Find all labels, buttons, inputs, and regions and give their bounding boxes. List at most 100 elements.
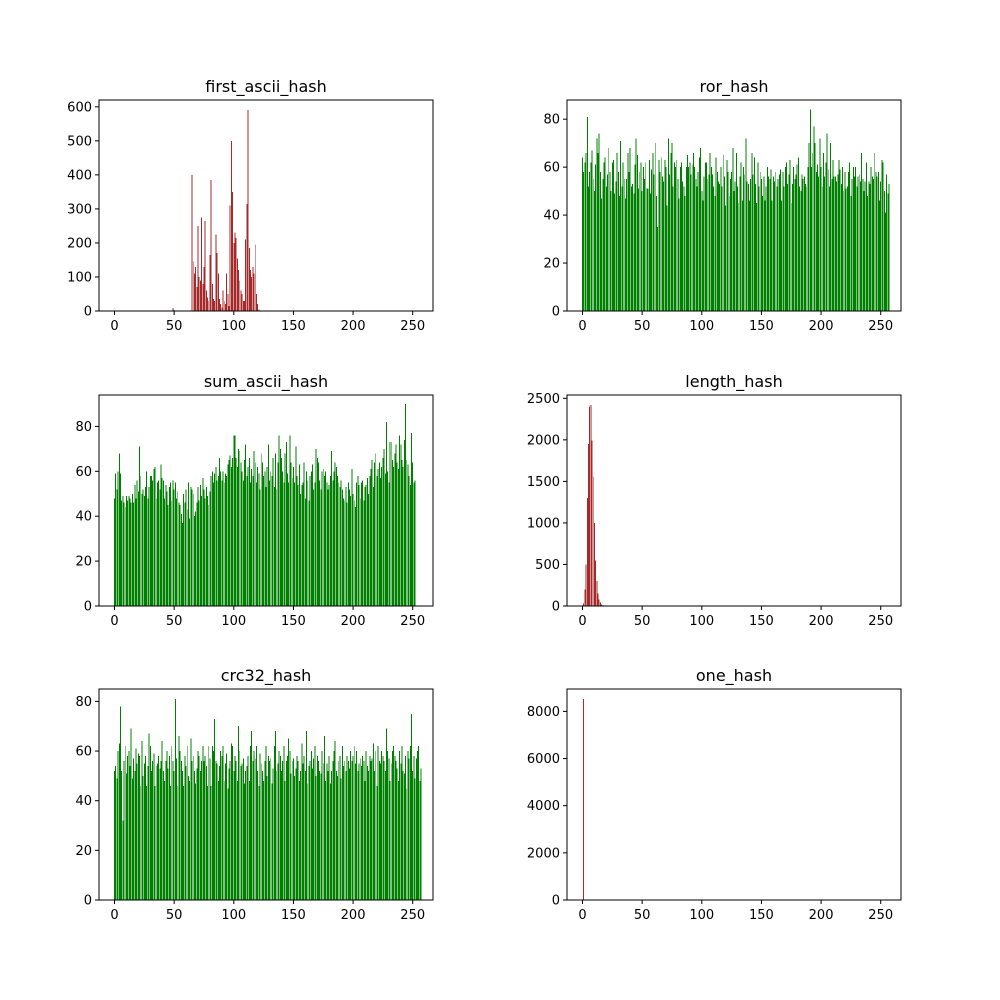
x-tick-label: 50 [166,319,183,334]
bar [754,183,756,311]
bar [585,564,587,606]
bar [235,457,237,606]
bar [260,763,262,900]
bar [377,746,379,900]
bar [595,164,597,311]
bar [258,473,260,606]
bar [870,167,872,311]
bar [178,502,180,606]
bar [236,780,238,900]
bar [214,300,216,311]
bar [859,181,861,311]
x-tick-label: 200 [809,908,834,923]
bar [127,500,129,606]
bar [839,169,841,311]
bar [129,498,131,606]
bar [386,421,387,606]
bar [334,462,336,606]
bar [310,751,312,900]
bar [192,261,194,311]
bar [204,220,206,311]
bar [224,473,226,606]
x-tick-label: 100 [221,614,246,629]
bar [259,753,261,900]
bar [277,462,279,606]
bar [291,760,293,900]
bar [714,195,716,311]
subplot-first_ascii_hash: 0 50 100 150 200 250 0 100 200 300 400 500 600 first_… [67,77,434,334]
bar [339,487,341,606]
bar [177,491,179,606]
bar [223,300,225,311]
bar [128,751,130,900]
bar [677,179,679,312]
bar [129,765,131,900]
bar [833,176,835,311]
bar [139,756,141,900]
bar [288,482,290,606]
bar [791,183,793,311]
bar [766,167,768,311]
bar [660,157,662,311]
bar [333,751,335,900]
bar [325,780,327,900]
bar [661,176,663,311]
x-tick-label: 0 [110,614,118,629]
bar [228,460,230,606]
bar [415,758,417,900]
bar [216,480,218,606]
bar [222,471,224,606]
x-tick-label: 0 [578,319,586,334]
bar [178,736,180,900]
bar [411,433,412,606]
bar [179,751,181,900]
x-tick-label: 250 [400,908,425,923]
bar [746,181,748,311]
bar [403,773,405,900]
axes-frame [566,99,902,312]
bar [245,444,247,606]
bar [141,741,143,900]
bar [176,498,178,606]
bar [387,751,389,900]
bar [205,487,207,606]
bar [386,728,387,900]
x-tick-label: 200 [341,908,366,923]
bar [134,770,136,900]
bar [297,484,299,606]
bar [254,462,256,606]
bar [868,181,870,311]
bar [282,471,284,606]
bar [800,191,802,311]
bar [230,743,232,900]
bar [229,205,231,311]
bar [233,770,235,900]
bar [357,475,359,606]
bar [406,788,408,900]
bar [168,487,170,606]
bar [207,297,209,311]
bar [596,581,598,606]
bar [124,507,126,606]
bar [696,186,698,311]
bar [801,174,803,311]
bar [153,753,155,900]
bar [265,746,267,900]
bar [709,152,711,311]
bar [307,783,309,900]
bar [663,181,665,311]
x-tick-label: 100 [221,319,246,334]
bar [160,464,162,606]
x-tick-label: 0 [578,908,586,923]
bar [358,763,360,900]
bar [239,280,241,311]
x-tick-label: 100 [689,908,714,923]
bar [338,482,340,606]
bar [811,167,813,311]
bar [284,453,286,606]
bar [702,200,704,311]
bar [122,820,124,900]
bar [760,179,762,312]
bar [269,480,271,606]
bar [313,489,315,606]
